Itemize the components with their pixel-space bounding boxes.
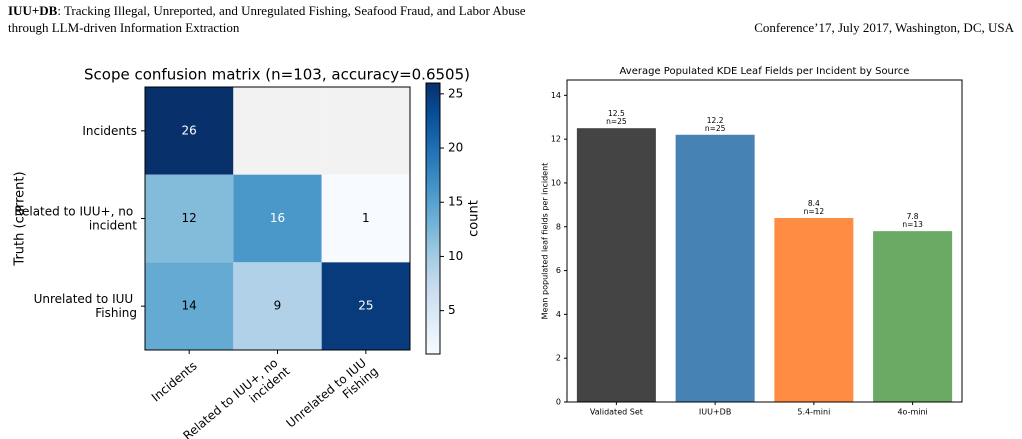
y-tick-label: Related to IUU+, no incident — [14, 204, 137, 232]
colorbar-tick-label: 5 — [448, 303, 456, 317]
cell-label: 16 — [270, 211, 285, 225]
value-label: 12.2 — [707, 116, 724, 125]
y-axis-label: Mean populated leaf fields per incident — [541, 163, 550, 320]
count-label: n=25 — [606, 117, 627, 126]
heatmap-cell — [145, 174, 234, 263]
heatmap-cell — [145, 262, 234, 350]
colorbar-tick-label: 10 — [448, 249, 463, 263]
cell-label: 1 — [362, 211, 370, 225]
x-tick-label: 4o-mini — [897, 408, 927, 417]
empty-cell — [321, 87, 410, 175]
count-label: n=25 — [705, 124, 726, 133]
y-tick-label: Incidents — [82, 123, 137, 137]
x-tick-label: IUU+DB — [699, 408, 731, 417]
y-tick-label: 0 — [556, 398, 561, 407]
count-label: n=12 — [804, 207, 825, 216]
value-label: 12.5 — [608, 109, 625, 118]
title-short: IUU+DB — [8, 3, 58, 18]
heatmap-cell — [233, 262, 322, 350]
count-label: n=13 — [902, 220, 923, 229]
venue: Conference’17, July 2017, Washington, DC… — [754, 20, 1014, 35]
x-tick-label: Related to IUU+, no incident — [180, 353, 292, 439]
heatmap-cell — [321, 174, 410, 263]
y-tick-label: 14 — [551, 91, 561, 100]
cell-label: 9 — [274, 299, 282, 313]
x-tick-label: 5.4-mini — [797, 408, 830, 417]
bar — [774, 218, 854, 402]
cell-label: 12 — [182, 211, 197, 225]
cell-label: 14 — [182, 299, 197, 313]
x-tick-label: Validated Set — [590, 408, 643, 417]
y-tick-label: Unrelated to IUU Fishing — [34, 292, 137, 320]
y-tick-label: 10 — [551, 178, 561, 187]
y-tick-label: 2 — [556, 354, 561, 363]
plot-frame — [566, 79, 963, 403]
paper-title-line2: through LLM-driven Information Extractio… — [8, 20, 240, 35]
chart-title: Scope confusion matrix (n=103, accuracy=… — [84, 66, 470, 84]
heatmap-cell — [321, 262, 410, 350]
colorbar-label: count — [467, 200, 482, 237]
colorbar-tick-label: 15 — [448, 195, 463, 209]
colorbar-tick-label: 25 — [448, 86, 463, 100]
empty-cell — [233, 87, 322, 175]
x-tick-label: Unrelated to IUU Fishing — [283, 353, 380, 439]
bar — [675, 134, 755, 402]
bar — [576, 128, 656, 402]
cell-label: 26 — [182, 123, 197, 137]
y-tick-label: 6 — [556, 266, 561, 275]
paper-title: IUU+DB: Tracking Illegal, Unreported, an… — [8, 3, 526, 18]
cell-label: 25 — [358, 299, 373, 313]
value-label: 7.8 — [907, 212, 919, 221]
colorbar — [425, 82, 441, 355]
y-axis-label: Truth (current) — [13, 171, 28, 266]
colorbar-tick-label: 20 — [448, 141, 463, 155]
y-tick-label: 8 — [556, 222, 561, 231]
chart-title: Average Populated KDE Leaf Fields per In… — [620, 66, 910, 77]
y-tick-label: 12 — [551, 135, 561, 144]
x-tick-label: Incidents — [148, 358, 199, 404]
bar — [873, 231, 953, 402]
value-label: 8.4 — [808, 199, 820, 208]
heatmap-cell — [145, 87, 234, 175]
heatmap-cell — [233, 174, 322, 263]
y-tick-label: 4 — [556, 310, 561, 319]
title-rest: : Tracking Illegal, Unreported, and Unre… — [57, 3, 525, 18]
